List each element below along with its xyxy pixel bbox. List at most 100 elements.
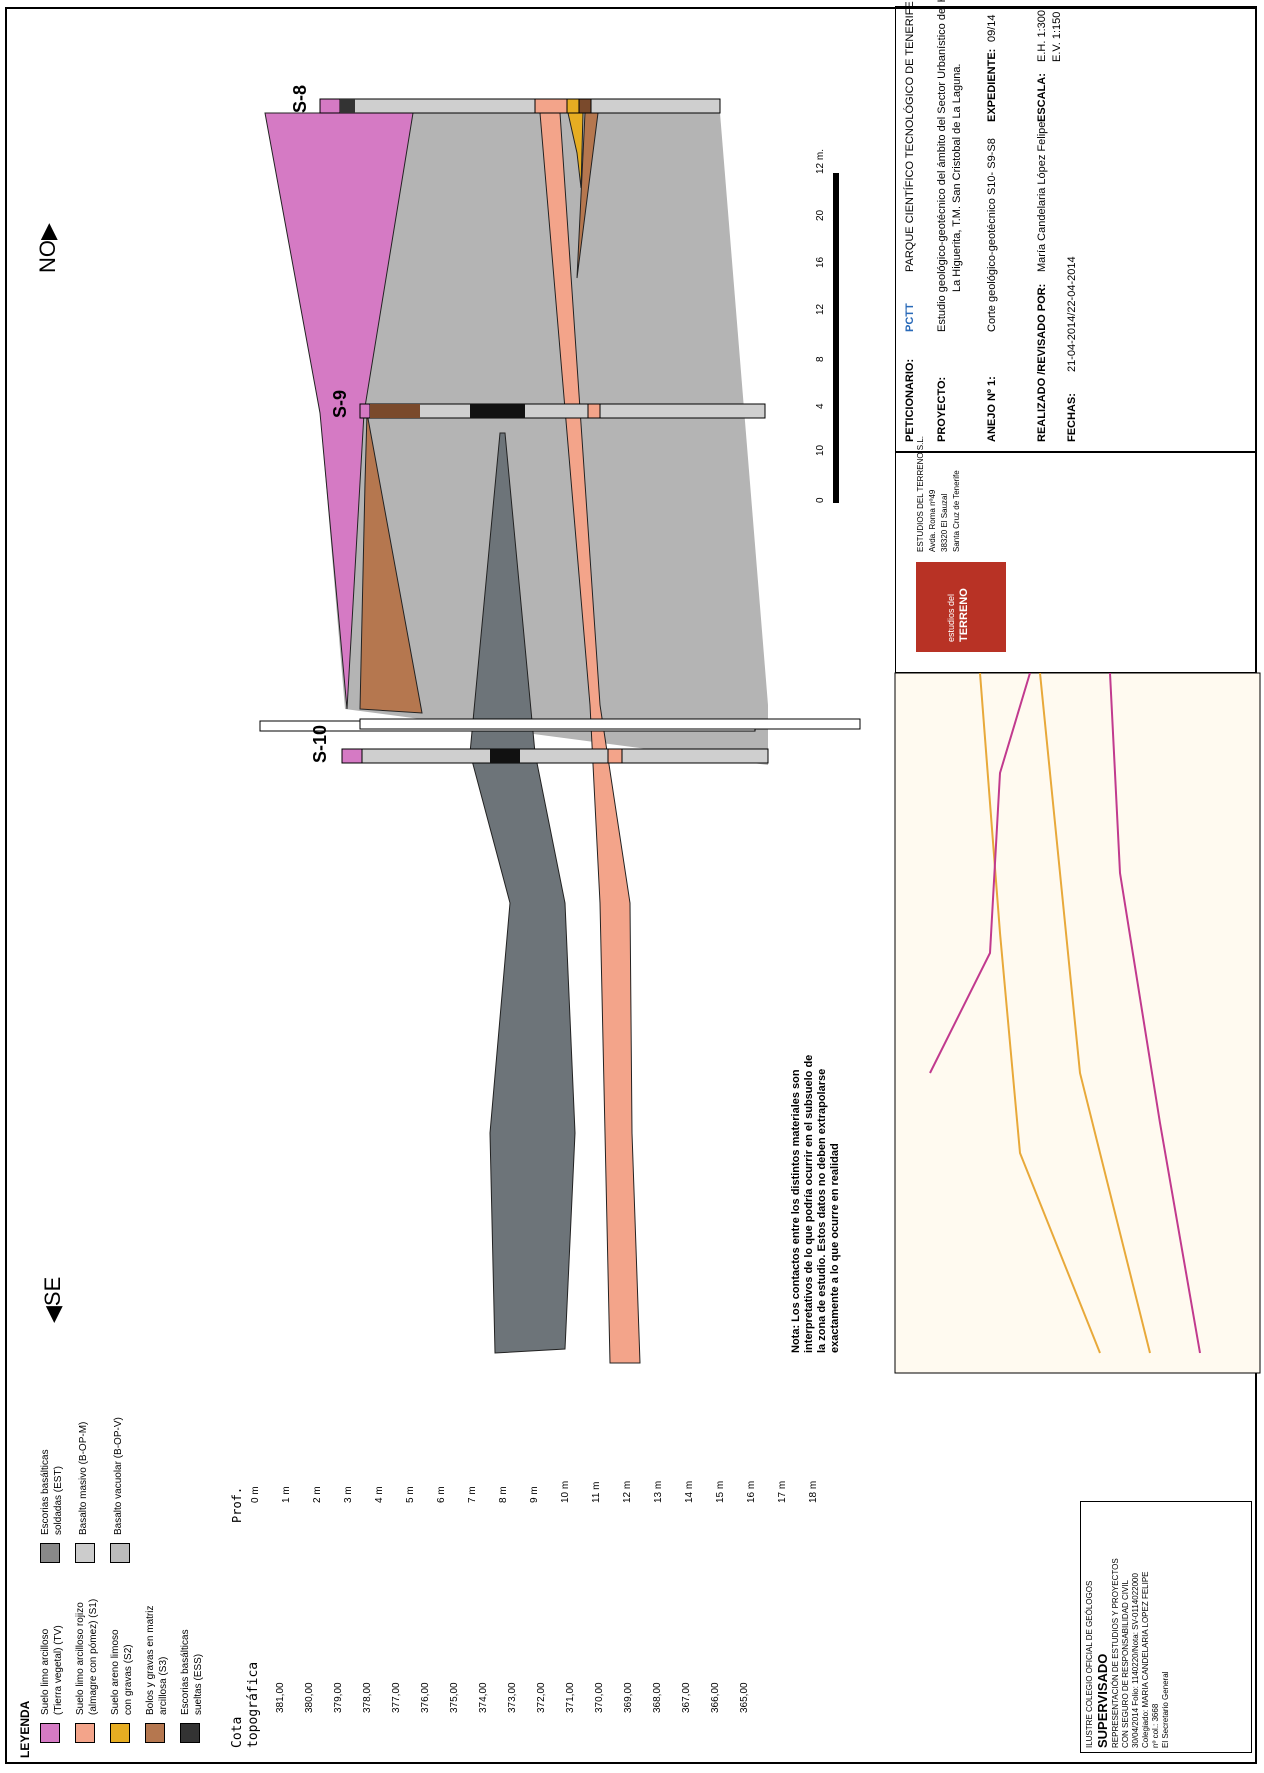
layer-s1 xyxy=(539,112,641,1364)
legend-item-est-line1: Escorias basálticas xyxy=(40,1449,51,1535)
company-line-3: 38320 El Sauzal xyxy=(940,493,949,552)
legend-item-s2-line2: con gravas (S2) xyxy=(123,1644,134,1715)
scale-tick-label: 12 xyxy=(815,303,826,315)
expediente-value: 09/14 xyxy=(986,14,998,42)
cota-tick-label: 369,00 xyxy=(623,1682,634,1713)
legend-item-tv-line2: (Tierra vegetal) (TV) xyxy=(53,1625,64,1715)
prof-tick-label: 7 m xyxy=(467,1486,478,1503)
cota-tick-label: 376,00 xyxy=(420,1682,431,1713)
scale-bar xyxy=(833,173,839,503)
legend-swatch-bopm xyxy=(75,1543,95,1563)
cota-tick-label: 374,00 xyxy=(478,1682,489,1713)
prof-tick-label: 18 m xyxy=(808,1480,819,1503)
realizado-value: María Candelaria López Felipe xyxy=(1036,121,1048,272)
legend-item-s3-line1: Bolos y gravas en matriz xyxy=(145,1605,156,1716)
cota-tick-label: 379,00 xyxy=(333,1682,344,1713)
borehole-s8-column xyxy=(319,98,721,114)
prof-tick-label: 16 m xyxy=(746,1480,757,1503)
scale-tick-label: 8 xyxy=(815,356,826,362)
prof-tick-label: 4 m xyxy=(374,1486,385,1503)
proyecto-value-1: Estudio geológico-geotécnico del ámbito … xyxy=(936,0,948,332)
cota-title-1: Cota xyxy=(230,1716,245,1748)
prof-tick-label: 2 m xyxy=(312,1486,323,1503)
cross-section xyxy=(264,98,769,1364)
prof-ruler xyxy=(359,718,861,730)
note-line-4: exactamente a lo que ocurre en realidad xyxy=(829,1143,841,1353)
prof-tick-label: 12 m xyxy=(622,1480,633,1503)
legend-item-s1-line1: Suelo limo arcilloso rojizo xyxy=(75,1602,86,1715)
scale-tick-label: 16 xyxy=(815,256,826,268)
stamp-line-3: REPRESENTACIÓN DE ESTUDIOS Y PROYECTOS xyxy=(1111,1558,1120,1748)
cota-tick-label: 375,00 xyxy=(449,1682,460,1713)
prof-tick-label: 9 m xyxy=(529,1486,540,1503)
legend-item-bopv-line1: Basalto vacuolar (B-OP-V) xyxy=(113,1417,124,1535)
realizado-label: REALIZADO /REVISADO POR: xyxy=(1036,283,1048,442)
legend-item-s3-line2: arcillosa (S3) xyxy=(158,1656,169,1715)
legend-swatch-s1 xyxy=(75,1723,95,1743)
fechas-value: 21-04-2014/22-04-2014 xyxy=(1066,256,1078,372)
stamp-line-2: SUPERVISADO xyxy=(1095,1653,1110,1748)
stamp-line-6: Colegiado: MARIA CANDELARIA LOPEZ FELIPE xyxy=(1141,1571,1150,1748)
legend-title: LEYENDA xyxy=(18,1700,32,1758)
scale-tick-label: 10 xyxy=(815,444,826,456)
cota-tick-label: 367,00 xyxy=(681,1682,692,1713)
cota-tick-label: 371,00 xyxy=(565,1682,576,1713)
stamp-line-1: ILUSTRE COLEGIO OFICIAL DE GEÓLOGOS xyxy=(1085,1580,1094,1748)
cota-tick-label: 380,00 xyxy=(304,1682,315,1713)
stamp: ILUSTRE COLEGIO OFICIAL DE GEÓLOGOS SUPE… xyxy=(1080,1501,1252,1753)
legend-swatch-est xyxy=(40,1543,60,1563)
peticionario-value: PARQUE CIENTÍFICO TECNOLÓGICO DE TENERIF… xyxy=(904,1,916,272)
prof-tick-label: 3 m xyxy=(343,1486,354,1503)
stamp-line-8: El Secretario General xyxy=(1161,1671,1170,1748)
legend-item-ess-line2: sueltas (ESS) xyxy=(193,1653,204,1715)
company-block: estudios del TERRENO ESTUDIOS DEL TERREN… xyxy=(895,436,1257,673)
cota-tick-label: 378,00 xyxy=(362,1682,373,1713)
prof-tick-label: 8 m xyxy=(498,1486,509,1503)
prof-tick-label: 13 m xyxy=(653,1480,664,1503)
note-line-2: interpretativos de lo que podría ocurrir… xyxy=(803,1054,815,1353)
borehole-s9-column xyxy=(359,403,766,419)
borehole-label-s10: S-10 xyxy=(310,724,330,763)
scale-tick-label: 12 m. xyxy=(815,148,826,174)
prof-tick-label: 14 m xyxy=(684,1480,695,1503)
note: Nota: Los contactos entre los distintos … xyxy=(790,1055,842,1353)
company-logo-text-1: estudios del xyxy=(946,593,956,642)
scale-tick-label: 4 xyxy=(815,403,826,409)
company-line-1: ESTUDIOS DEL TERRENO S.L. xyxy=(916,435,925,552)
legend-item-bopm-line1: Basalto masivo (B-OP-M) xyxy=(78,1421,89,1535)
stamp-content: ILUSTRE COLEGIO OFICIAL DE GEÓLOGOS SUPE… xyxy=(1081,1502,1175,1752)
legend-item-ess-line1: Escorias basálticas xyxy=(180,1629,191,1715)
anejo-value: Corte geológico-geotécnico S10- S9-S8 xyxy=(986,138,998,332)
legend-swatch-s2 xyxy=(110,1723,130,1743)
legend-item-est-line2: soldadas (EST) xyxy=(53,1466,64,1535)
cota-tick-label: 365,00 xyxy=(739,1682,750,1713)
cota-tick-label: 381,00 xyxy=(275,1682,286,1713)
escala-label: ESCALA: xyxy=(1036,73,1048,122)
direction-left-label: SE xyxy=(40,1276,65,1307)
stamp-line-5: 30/04/2014 Folio: 1140220/Nota: SV-01140… xyxy=(1131,1573,1140,1748)
borehole-s10-column xyxy=(341,748,769,764)
prof-tick-label: 0 m xyxy=(250,1486,261,1503)
prof-tick-label: 17 m xyxy=(777,1480,788,1503)
direction-right-label: NO xyxy=(35,240,60,273)
proyecto-value-2: La Higuerita, T.M. San Cristobal de La L… xyxy=(951,63,963,293)
company-logo-text-2: TERRENO xyxy=(958,588,970,642)
prof-tick-label: 11 m xyxy=(591,1481,602,1504)
cota-tick-label: 372,00 xyxy=(536,1682,547,1713)
scale-tick-label: 0 xyxy=(815,497,826,503)
scale-tick-label: 20 xyxy=(815,209,826,221)
prof-title: Prof. xyxy=(230,1486,244,1523)
prof-tick-label: 15 m xyxy=(715,1480,726,1503)
cota-title-2: topográfica xyxy=(246,1661,261,1748)
prof-tick-label: 10 m xyxy=(560,1480,571,1503)
anejo-label: ANEJO Nº 1: xyxy=(986,376,998,442)
escala-v: E.V. 1:150 xyxy=(1051,11,1063,62)
direction-left: ◀SE xyxy=(40,1276,65,1323)
borehole-label-s9: S-9 xyxy=(330,389,350,418)
note-line-1: Nota: Los contactos entre los distintos … xyxy=(790,1069,802,1353)
escala-h: E.H. 1:300 xyxy=(1036,10,1048,62)
legend-items: Suelo limo arcilloso (Tierra vegetal) (T… xyxy=(40,743,204,1743)
legend-item-s2-line1: Suelo areno limoso xyxy=(110,1629,121,1715)
